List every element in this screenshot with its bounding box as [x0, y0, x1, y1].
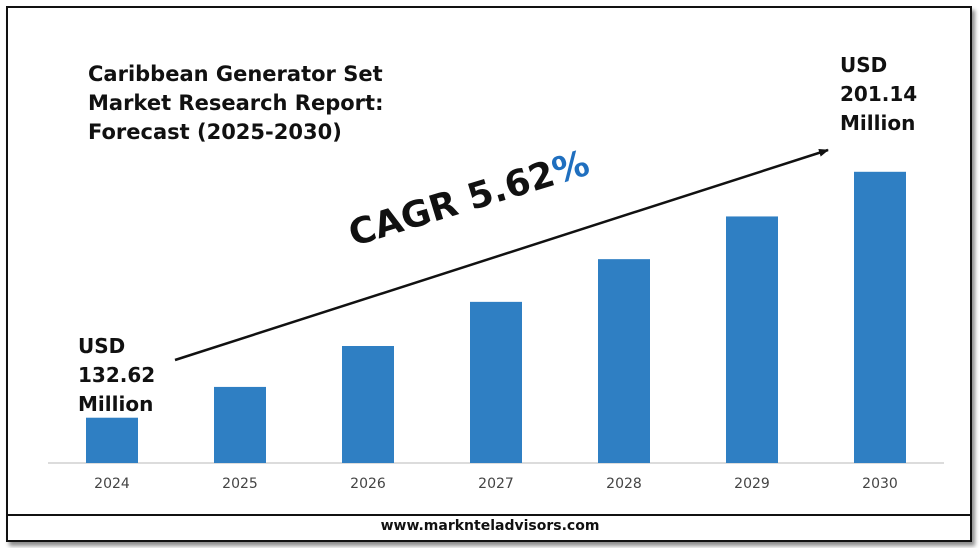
- end-value-callout: USD 201.14 Million: [840, 51, 917, 138]
- bar-2029: [726, 216, 778, 463]
- bar-2027: [470, 301, 522, 463]
- start-callout-line-3: Million: [78, 392, 154, 416]
- x-tick-2030: 2030: [862, 476, 898, 492]
- bar-2030: [854, 171, 906, 464]
- x-tick-2027: 2027: [478, 476, 514, 492]
- end-callout-line-2: 201.14: [840, 82, 918, 106]
- end-callout-line-1: USD: [840, 53, 888, 77]
- x-tick-2024: 2024: [94, 476, 130, 492]
- cagr-trend-arrow: [174, 148, 829, 362]
- bar-2024: [86, 417, 138, 463]
- x-tick-2026: 2026: [350, 476, 386, 492]
- end-callout-line-3: Million: [840, 111, 916, 135]
- start-callout-line-1: USD: [78, 334, 126, 358]
- bar-2028: [598, 259, 650, 463]
- bar-2025: [214, 386, 266, 463]
- title-line-1: Caribbean Generator Set: [88, 62, 383, 86]
- title-line-2: Market Research Report:: [88, 91, 384, 115]
- x-tick-2028: 2028: [606, 476, 642, 492]
- bars-group: [86, 171, 906, 464]
- chart-title: Caribbean Generator Set Market Research …: [88, 60, 408, 147]
- x-tick-labels: 2024 2025 2026 2027 2028 2029 2030: [94, 476, 898, 492]
- footer-divider: [8, 514, 970, 516]
- start-value-callout: USD 132.62 Million: [78, 332, 155, 419]
- title-line-3: Forecast (2025-2030): [88, 120, 342, 144]
- footer-website: www.marknteladvisors.com: [380, 518, 600, 534]
- start-callout-line-2: 132.62: [78, 363, 156, 387]
- x-tick-2025: 2025: [222, 476, 258, 492]
- x-tick-2029: 2029: [734, 476, 770, 492]
- bar-2026: [342, 346, 394, 463]
